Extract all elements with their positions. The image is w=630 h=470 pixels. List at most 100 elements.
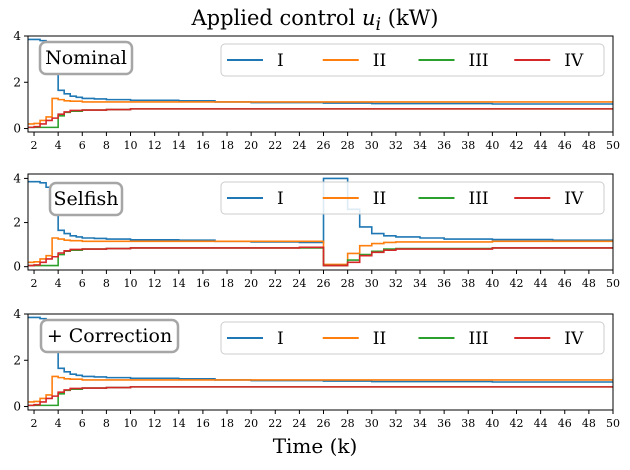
x-tick-label: 26 bbox=[317, 139, 331, 152]
x-tick-label: 24 bbox=[292, 417, 306, 430]
legend-label: III bbox=[469, 329, 489, 349]
x-tick-label: 30 bbox=[365, 277, 379, 290]
panel-label-box bbox=[38, 40, 134, 76]
x-tick-label: 44 bbox=[534, 139, 548, 152]
axes-frame bbox=[27, 173, 614, 271]
x-tick-label: 34 bbox=[413, 417, 427, 430]
x-tick-label: 40 bbox=[485, 417, 499, 430]
x-tick-label: 6 bbox=[79, 139, 86, 152]
series-line-IV bbox=[28, 386, 613, 407]
legend-label: I bbox=[277, 51, 284, 71]
legend-label: III bbox=[469, 51, 489, 71]
x-tick-label: 46 bbox=[558, 277, 572, 290]
x-tick-label: 16 bbox=[196, 417, 210, 430]
x-tick-label: 16 bbox=[196, 277, 210, 290]
y-tick-label: 4 bbox=[13, 171, 21, 185]
series-group bbox=[28, 38, 613, 129]
x-tick-label: 42 bbox=[510, 139, 524, 152]
y-tick-label: 4 bbox=[13, 29, 21, 43]
x-tick-label: 14 bbox=[172, 277, 186, 290]
x-tick-label: 50 bbox=[606, 139, 620, 152]
x-tick-label: 20 bbox=[244, 417, 258, 430]
x-tick-label: 42 bbox=[510, 277, 524, 290]
x-tick-label: 8 bbox=[103, 417, 110, 430]
x-tick-label: 20 bbox=[244, 277, 258, 290]
x-tick-label: 30 bbox=[365, 139, 379, 152]
x-tick-label: 32 bbox=[389, 277, 403, 290]
x-tick-label: 48 bbox=[582, 417, 596, 430]
x-tick-label: 36 bbox=[437, 417, 451, 430]
legend-label: II bbox=[373, 51, 386, 71]
y-tick-label: 0 bbox=[13, 122, 21, 136]
panel-label-box bbox=[48, 181, 124, 217]
series-line-III bbox=[28, 108, 613, 129]
x-tick-label: 4 bbox=[55, 277, 62, 290]
x-tick-label: 18 bbox=[220, 417, 234, 430]
x-tick-label: 2 bbox=[31, 139, 38, 152]
x-tick-label: 38 bbox=[461, 277, 475, 290]
x-tick-label: 28 bbox=[341, 139, 355, 152]
x-tick-label: 18 bbox=[220, 277, 234, 290]
x-tick-label: 36 bbox=[437, 139, 451, 152]
x-axis-label: Time (k) bbox=[272, 434, 358, 458]
x-tick-label: 24 bbox=[292, 277, 306, 290]
legend-label: IV bbox=[564, 189, 584, 209]
x-tick-label: 48 bbox=[582, 277, 596, 290]
x-tick-label: 24 bbox=[292, 139, 306, 152]
x-tick-label: 8 bbox=[103, 277, 110, 290]
legend-box bbox=[220, 43, 605, 77]
series-line-III bbox=[28, 386, 613, 407]
axes-frame bbox=[27, 313, 614, 411]
x-tick-label: 20 bbox=[244, 139, 258, 152]
legend-label: IV bbox=[564, 329, 584, 349]
panel-label-box bbox=[39, 318, 180, 354]
x-tick-label: 36 bbox=[437, 277, 451, 290]
x-tick-label: 18 bbox=[220, 139, 234, 152]
x-tick-label: 32 bbox=[389, 417, 403, 430]
legend-label: II bbox=[373, 329, 386, 349]
x-tick-label: 8 bbox=[103, 139, 110, 152]
x-tick-label: 34 bbox=[413, 139, 427, 152]
y-tick-label: 0 bbox=[13, 400, 21, 414]
legend-label: IV bbox=[564, 51, 584, 71]
x-tick-label: 38 bbox=[461, 139, 475, 152]
title-prefix: Applied control bbox=[191, 6, 362, 30]
series-line-II bbox=[28, 97, 613, 125]
x-tick-label: 2 bbox=[31, 417, 38, 430]
legend-box bbox=[220, 181, 605, 215]
x-tick-label: 40 bbox=[485, 277, 499, 290]
x-tick-label: 42 bbox=[510, 417, 524, 430]
series-line-II bbox=[28, 375, 613, 403]
y-tick-label: 0 bbox=[13, 260, 21, 274]
x-tick-label: 50 bbox=[606, 277, 620, 290]
x-tick-label: 26 bbox=[317, 417, 331, 430]
x-tick-label: 10 bbox=[124, 417, 138, 430]
series-line-IV bbox=[28, 108, 613, 129]
series-line-IV bbox=[28, 246, 613, 267]
x-tick-label: 30 bbox=[365, 417, 379, 430]
series-line-II bbox=[28, 237, 613, 266]
x-tick-label: 12 bbox=[148, 139, 162, 152]
y-tick-label: 2 bbox=[13, 75, 21, 89]
x-tick-label: 2 bbox=[31, 277, 38, 290]
title-suffix: (kW) bbox=[381, 6, 439, 30]
x-tick-label: 40 bbox=[485, 139, 499, 152]
series-group bbox=[28, 177, 613, 267]
figure-title: Applied control ui (kW) bbox=[0, 6, 630, 35]
x-tick-label: 44 bbox=[534, 417, 548, 430]
panel-label: Nominal bbox=[45, 47, 127, 69]
x-tick-label: 46 bbox=[558, 139, 572, 152]
x-tick-label: 28 bbox=[341, 277, 355, 290]
x-tick-label: 22 bbox=[268, 417, 282, 430]
x-tick-label: 22 bbox=[268, 139, 282, 152]
x-tick-label: 12 bbox=[148, 417, 162, 430]
x-tick-label: 34 bbox=[413, 277, 427, 290]
x-tick-label: 26 bbox=[317, 277, 331, 290]
x-tick-label: 44 bbox=[534, 277, 548, 290]
x-tick-label: 12 bbox=[148, 277, 162, 290]
series-line-III bbox=[28, 247, 613, 267]
title-sub: i bbox=[375, 15, 382, 36]
y-tick-label: 4 bbox=[13, 307, 21, 321]
